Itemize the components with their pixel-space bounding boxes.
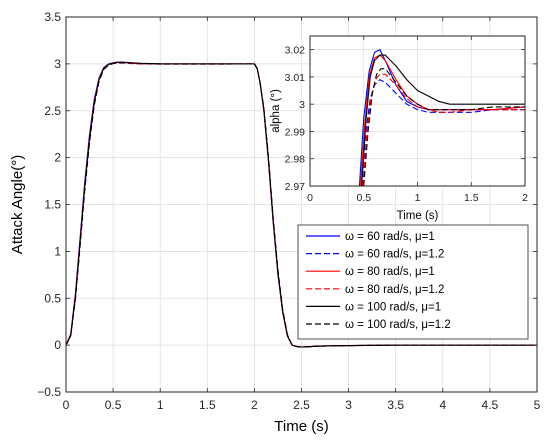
inset-y-tick-label: 2.97 [285,181,306,193]
inset-y-tick-label: 2.99 [285,126,306,138]
legend-label-2: ω = 60 rad/s, μ=1.2 [345,249,444,261]
main-series-group [66,61,537,348]
inset-y-tick-label: 3 [299,99,305,111]
inset-x-tick-label: 0.5 [356,192,371,204]
main-x-tick-label: 0 [63,398,70,412]
main-x-tick-label: 2.5 [293,398,310,412]
main-y-axis-label: Attack Angle(°) [9,155,26,254]
legend-label-1: ω = 60 rad/s, μ=1 [345,231,435,243]
main-x-axis-label: Time (s) [274,418,328,435]
main-x-tick-label: 1.5 [199,398,216,412]
legend-label-6: ω = 100 rad/s, μ=1.2 [345,319,451,331]
inset-x-axis-label: Time (s) [397,210,439,222]
main-x-tick-label: 2 [251,398,258,412]
inset-y-tick-label: 3.02 [285,45,306,57]
main-ticks: 0 0.5 1 1.5 2 2.5 3 3.5 4 4.5 5−0.500.511.522.533.… [37,10,540,412]
main-x-tick-label: 4.5 [482,398,499,412]
main-y-tick-label: 0 [54,338,61,352]
legend-label-3: ω = 80 rad/s, μ=1 [345,266,435,278]
legend-label-5: ω = 100 rad/s, μ=1 [345,301,441,313]
main-x-tick-label: 4 [439,398,446,412]
main-y-tick-label: 1.5 [44,198,61,212]
inset-x-tick-label: 1.5 [464,192,479,204]
main-y-tick-label: 1 [54,244,61,258]
main-y-tick-label: 2 [54,151,61,165]
main-y-tick-label: 2.5 [44,104,61,118]
inset-y-tick-label: 2.98 [285,154,306,166]
inset-series-group [358,49,525,186]
main-y-tick-label: 3 [54,57,61,71]
main-x-tick-label: 5 [534,398,541,412]
main-y-tick-label: −0.5 [37,385,61,399]
main-x-tick-label: 3 [345,398,352,412]
legend-label-4: ω = 80 rad/s, μ=1.2 [345,284,444,296]
inset-series-line-6 [363,68,525,186]
inset-y-tick-label: 3.01 [285,72,306,84]
main-x-tick-label: 0.5 [105,398,122,412]
inset-x-tick-label: 2 [522,192,528,204]
inset-y-axis-label: alpha (°) [270,89,282,133]
main-x-tick-label: 1 [157,398,164,412]
main-y-tick-label: 3.5 [44,10,61,24]
inset-x-tick-label: 0 [307,192,313,204]
inset-ticks: 0 0.5 1 1.5 2 2.97 2.98 2.99 3 3.01 3.02 [285,36,528,204]
inset-series-line-5 [361,54,525,186]
main-y-tick-label: 0.5 [44,291,61,305]
main-series-line-6 [66,62,537,348]
main-x-tick-label: 3.5 [387,398,404,412]
legend-items: ω = 60 rad/s, μ=1 ω = 60 rad/s, μ=1.2 ω = … [306,231,451,331]
inset-x-tick-label: 1 [415,192,421,204]
legend: ω = 60 rad/s, μ=1 ω = 60 rad/s, μ=1.2 ω = … [297,224,529,340]
legend-box [297,224,529,340]
